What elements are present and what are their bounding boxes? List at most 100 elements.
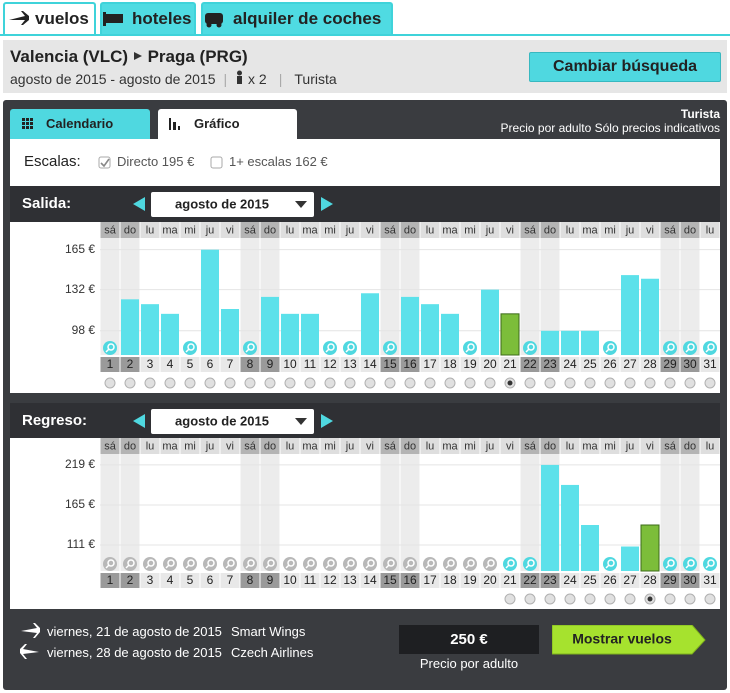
day-radio[interactable] [544, 593, 556, 605]
day-radio[interactable] [124, 377, 136, 389]
price-bar[interactable] [641, 278, 659, 355]
day-radio[interactable] [684, 377, 696, 389]
price-bar[interactable] [541, 464, 559, 571]
day-radio[interactable] [244, 377, 256, 389]
no-price-icon[interactable] [403, 557, 417, 571]
no-price-icon[interactable] [383, 341, 397, 355]
day-radio[interactable] [364, 377, 376, 389]
no-price-icon[interactable] [243, 557, 257, 571]
month-select[interactable] [151, 192, 314, 217]
no-price-icon[interactable] [383, 557, 397, 571]
price-bar[interactable] [621, 546, 639, 571]
day-radio[interactable] [344, 377, 356, 389]
no-price-icon[interactable] [323, 341, 337, 355]
no-price-icon[interactable] [123, 557, 137, 571]
day-radio[interactable] [684, 593, 696, 605]
price-bar[interactable] [481, 289, 499, 355]
no-price-icon[interactable] [343, 341, 357, 355]
day-radio[interactable] [424, 377, 436, 389]
checkbox[interactable] [210, 156, 223, 169]
no-price-icon[interactable] [363, 557, 377, 571]
price-bar[interactable] [561, 484, 579, 571]
day-radio[interactable] [164, 377, 176, 389]
day-radio[interactable] [524, 593, 536, 605]
price-bar[interactable] [141, 304, 159, 355]
day-radio[interactable] [704, 593, 716, 605]
day-radio[interactable] [384, 377, 396, 389]
day-radio[interactable] [564, 377, 576, 389]
price-bar[interactable] [541, 330, 559, 355]
no-price-icon[interactable] [283, 557, 297, 571]
no-price-icon[interactable] [203, 557, 217, 571]
show-flights-button[interactable]: Mostrar vuelos [552, 625, 707, 655]
no-price-icon[interactable] [663, 341, 677, 355]
no-price-icon[interactable] [343, 557, 357, 571]
day-radio[interactable] [664, 593, 676, 605]
day-radio[interactable] [544, 377, 556, 389]
stop-option[interactable]: 1+ escalas 162 € [229, 154, 328, 169]
change-search-button[interactable]: Cambiar búsqueda [529, 52, 721, 82]
price-bar[interactable] [301, 313, 319, 355]
view-tab[interactable]: Gráfico [158, 109, 297, 139]
day-radio[interactable] [624, 377, 636, 389]
no-price-icon[interactable] [243, 341, 257, 355]
price-bar[interactable] [201, 249, 219, 355]
day-radio[interactable] [444, 377, 456, 389]
next-arrow[interactable] [321, 197, 333, 211]
next-arrow[interactable] [321, 414, 333, 428]
price-bar[interactable] [441, 313, 459, 355]
no-price-icon[interactable] [483, 557, 497, 571]
day-radio[interactable] [504, 593, 516, 605]
day-radio[interactable] [284, 377, 296, 389]
day-radio[interactable] [584, 593, 596, 605]
no-price-icon[interactable] [443, 557, 457, 571]
price-bar[interactable] [421, 304, 439, 355]
price-bar[interactable] [401, 296, 419, 355]
no-price-icon[interactable] [683, 341, 697, 355]
no-price-icon[interactable] [603, 557, 617, 571]
no-price-icon[interactable] [103, 341, 117, 355]
no-price-icon[interactable] [143, 557, 157, 571]
tab[interactable]: alquiler de coches [201, 2, 393, 34]
no-price-icon[interactable] [683, 557, 697, 571]
day-radio[interactable] [264, 377, 276, 389]
day-radio[interactable] [664, 377, 676, 389]
day-radio[interactable] [484, 377, 496, 389]
no-price-icon[interactable] [463, 557, 477, 571]
no-price-icon[interactable] [663, 557, 677, 571]
checkbox[interactable] [98, 156, 111, 169]
no-price-icon[interactable] [103, 557, 117, 571]
no-price-icon[interactable] [423, 557, 437, 571]
view-tab[interactable]: Calendario [10, 109, 150, 139]
price-bar[interactable] [161, 313, 179, 355]
day-radio[interactable] [704, 377, 716, 389]
price-bar[interactable] [581, 330, 599, 355]
price-bar[interactable] [261, 296, 279, 355]
price-bar[interactable] [561, 330, 579, 355]
price-bar[interactable] [121, 299, 139, 355]
no-price-icon[interactable] [503, 557, 517, 571]
day-radio[interactable] [604, 593, 616, 605]
day-radio[interactable] [184, 377, 196, 389]
day-radio[interactable] [464, 377, 476, 389]
day-radio[interactable] [404, 377, 416, 389]
price-bar[interactable] [361, 293, 379, 355]
day-radio[interactable] [304, 377, 316, 389]
price-bar[interactable] [581, 525, 599, 571]
price-bar[interactable] [281, 313, 299, 355]
day-radio[interactable] [524, 377, 536, 389]
price-bar[interactable] [500, 313, 520, 356]
no-price-icon[interactable] [703, 341, 717, 355]
day-radio[interactable] [624, 593, 636, 605]
day-radio[interactable] [604, 377, 616, 389]
day-radio[interactable] [584, 377, 596, 389]
no-price-icon[interactable] [523, 341, 537, 355]
no-price-icon[interactable] [183, 557, 197, 571]
day-radio[interactable] [104, 377, 116, 389]
prev-arrow[interactable] [133, 414, 145, 428]
no-price-icon[interactable] [303, 557, 317, 571]
day-radio[interactable] [224, 377, 236, 389]
day-radio[interactable] [564, 593, 576, 605]
no-price-icon[interactable] [183, 341, 197, 355]
day-radio[interactable] [204, 377, 216, 389]
